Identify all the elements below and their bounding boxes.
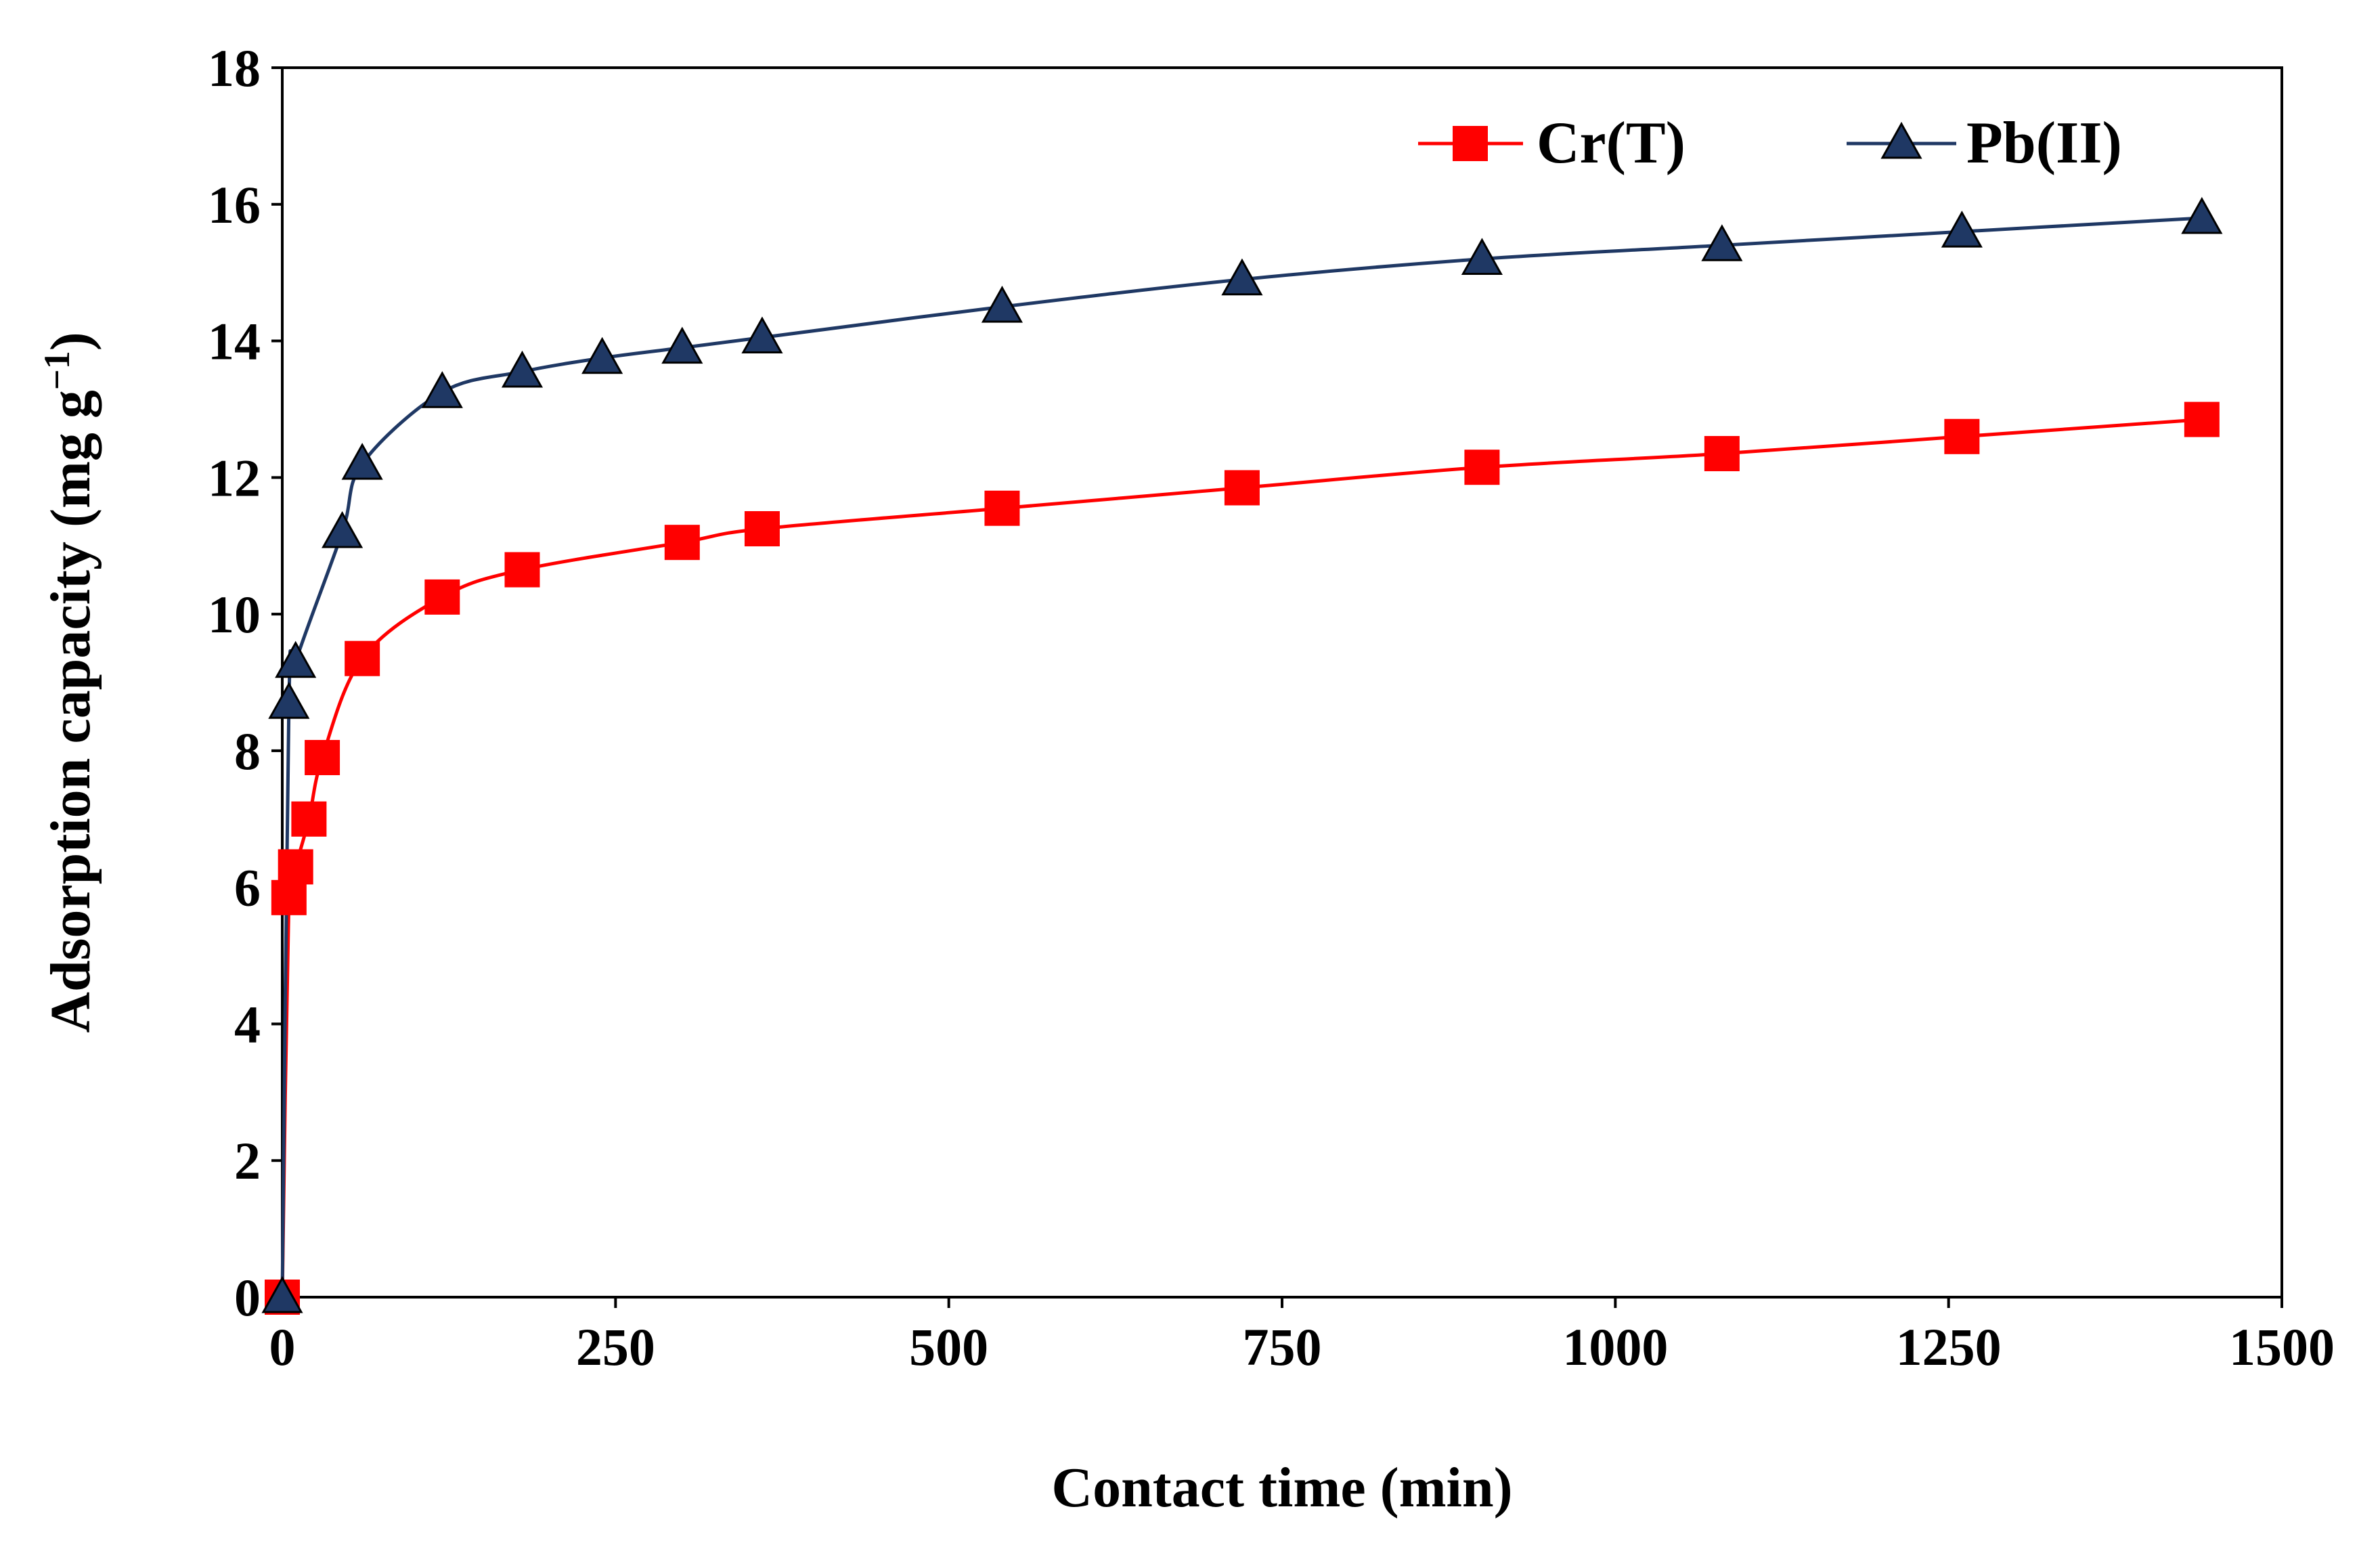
- y-tick-label: 2: [234, 1131, 261, 1190]
- legend-item-pb: Pb(II): [1847, 110, 2122, 176]
- data-point-pb: [421, 371, 463, 408]
- y-tick-label: 10: [208, 585, 261, 644]
- data-point-pb: [581, 336, 623, 374]
- data-point-pb: [981, 286, 1023, 323]
- legend: Cr(T) Pb(II): [1418, 110, 2122, 176]
- x-tick-label: 0: [269, 1317, 296, 1376]
- x-tick-label: 750: [1243, 1317, 1322, 1376]
- legend-label-pb: Pb(II): [1966, 110, 2122, 176]
- legend-label-cr: Cr(T): [1537, 110, 1685, 176]
- data-point-cr: [1944, 418, 1980, 454]
- x-tick-label: 1250: [1896, 1317, 2002, 1376]
- data-point-pb: [1941, 211, 1983, 248]
- data-point-cr: [504, 552, 540, 588]
- x-axis-title: Contact time (min): [1051, 1456, 1512, 1519]
- y-axis-title-main: Adsorption capacity (mg g: [39, 390, 102, 1033]
- data-point-pb: [1461, 238, 1503, 275]
- y-tick-label: 18: [208, 39, 261, 97]
- data-point-cr: [291, 801, 327, 837]
- legend-marker-pb: [1880, 121, 1922, 159]
- data-point-cr: [1704, 436, 1740, 472]
- data-point-cr: [278, 849, 313, 885]
- data-point-pb: [322, 510, 363, 548]
- y-axis-title-close: ): [39, 332, 102, 351]
- series-layer: [261, 196, 2223, 1315]
- data-point-cr: [345, 640, 380, 676]
- data-point-cr: [664, 525, 700, 561]
- data-point-cr: [1464, 450, 1500, 485]
- y-tick-label: 4: [234, 995, 261, 1053]
- data-point-cr: [984, 490, 1020, 526]
- legend-marker-cr: [1453, 126, 1488, 161]
- data-point-pb: [2181, 196, 2223, 234]
- x-tick-label: 1000: [1562, 1317, 1668, 1376]
- y-tick-label: 0: [234, 1268, 261, 1327]
- y-axis-title: Adsorption capacity (mg g−1): [37, 332, 102, 1032]
- data-point-pb: [268, 682, 310, 719]
- x-axis-ticks: 0 250 500 750 1000 1250 1500: [269, 1297, 2335, 1376]
- y-tick-label: 14: [208, 312, 261, 371]
- x-tick-label: 250: [576, 1317, 655, 1376]
- y-tick-label: 16: [208, 175, 261, 234]
- y-tick-label: 8: [234, 722, 261, 781]
- data-point-pb: [341, 443, 383, 480]
- data-point-pb: [1221, 258, 1263, 296]
- data-point-cr: [271, 879, 307, 915]
- y-tick-label: 6: [234, 858, 261, 917]
- x-tick-label: 500: [909, 1317, 988, 1376]
- y-tick-label: 12: [208, 448, 261, 507]
- data-point-pb: [501, 350, 544, 388]
- y-axis-title-superscript: −1: [37, 351, 77, 390]
- data-point-cr: [305, 739, 340, 775]
- x-tick-label: 1500: [2229, 1317, 2335, 1376]
- data-point-pb: [275, 640, 317, 678]
- data-point-pb: [261, 1275, 303, 1313]
- data-point-pb: [1701, 224, 1743, 261]
- data-point-pb: [741, 316, 783, 354]
- data-point-cr: [424, 579, 460, 615]
- y-axis-ticks: 0 2 4 6 8 10 12 14 16 18: [208, 39, 282, 1327]
- data-point-cr: [1224, 470, 1260, 506]
- data-point-pb: [661, 326, 703, 364]
- data-point-cr: [2184, 401, 2220, 437]
- legend-item-cr: Cr(T): [1418, 110, 1685, 176]
- plot-area: [281, 66, 2283, 1299]
- data-point-cr: [744, 511, 780, 546]
